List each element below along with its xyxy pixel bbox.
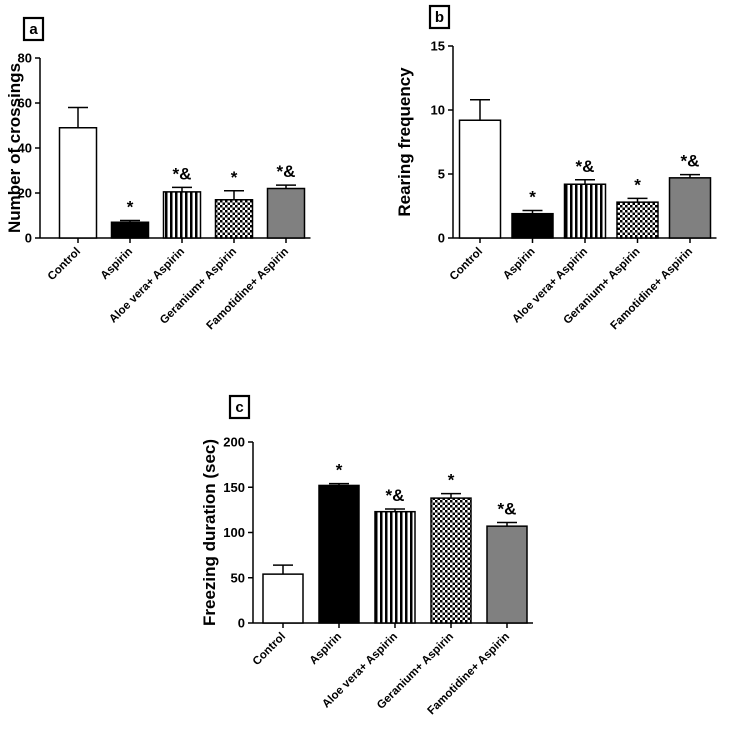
y-tick-label: 40 [18,141,32,156]
y-tick-label: 5 [438,167,445,182]
y-axis-label: Number of crossings [5,63,24,233]
significance-label: * [336,461,343,480]
bar-aspirin [318,484,360,624]
panel-label-box [228,394,251,420]
significance-label: * [634,175,641,194]
bar-control [458,119,502,239]
bar-aloe-vera-aspirin [162,191,202,239]
x-tick-label: Control [251,631,288,668]
panel-label-box [428,4,451,30]
significance-label: * [529,187,536,206]
significance-label: *& [498,500,517,519]
significance-label: * [448,471,455,490]
bar-famotidine-aspirin [486,525,528,624]
x-tick-label: Control [46,246,83,283]
significance-label: *& [277,162,296,181]
panel-label: b [435,9,444,26]
y-tick-label: 150 [223,480,245,495]
y-tick-label: 15 [431,39,445,54]
y-tick-label: 0 [25,231,32,246]
bar-famotidine-aspirin [668,177,712,239]
x-tick-label: Control [448,246,485,283]
bar-geranium-aspirin [214,199,254,239]
y-tick-label: 200 [223,435,245,450]
significance-label: *& [576,157,595,176]
bar-control [262,573,304,624]
significance-label: * [127,197,134,216]
bar-aloe-vera-aspirin [374,510,416,624]
y-tick-label: 0 [438,231,445,246]
panel-label-box [22,16,45,42]
x-tick-label: Aspirin [308,631,345,668]
panel-label: c [235,399,243,416]
x-tick-label: Aspirin [99,246,136,283]
x-tick-label: Aspirin [501,246,538,283]
bar-control [58,127,98,239]
y-axis-label: Freezing duration (sec) [200,439,219,626]
bar-famotidine-aspirin [266,187,306,239]
significance-label: * [231,168,238,187]
bar-geranium-aspirin [430,497,472,624]
bar-aspirin [511,212,554,239]
significance-label: *& [681,152,700,171]
y-axis-label: Rearing frequency [395,67,414,217]
significance-label: *& [173,164,192,183]
y-tick-label: 60 [18,96,32,111]
bar-aspirin [110,221,150,239]
y-tick-label: 80 [18,51,32,66]
chart-panel-c: c 0 50 100 150 200 Freezing duration (sec) Cont… [200,394,533,717]
y-tick-label: 20 [18,186,32,201]
significance-label: *& [386,486,405,505]
y-tick-label: 100 [223,525,245,540]
panel-label: a [29,21,38,38]
y-tick-label: 10 [431,103,445,118]
bar-geranium-aspirin [616,201,659,239]
y-tick-label: 0 [238,616,245,631]
bar-aloe-vera-aspirin [563,183,607,239]
y-tick-label: 50 [231,570,245,585]
